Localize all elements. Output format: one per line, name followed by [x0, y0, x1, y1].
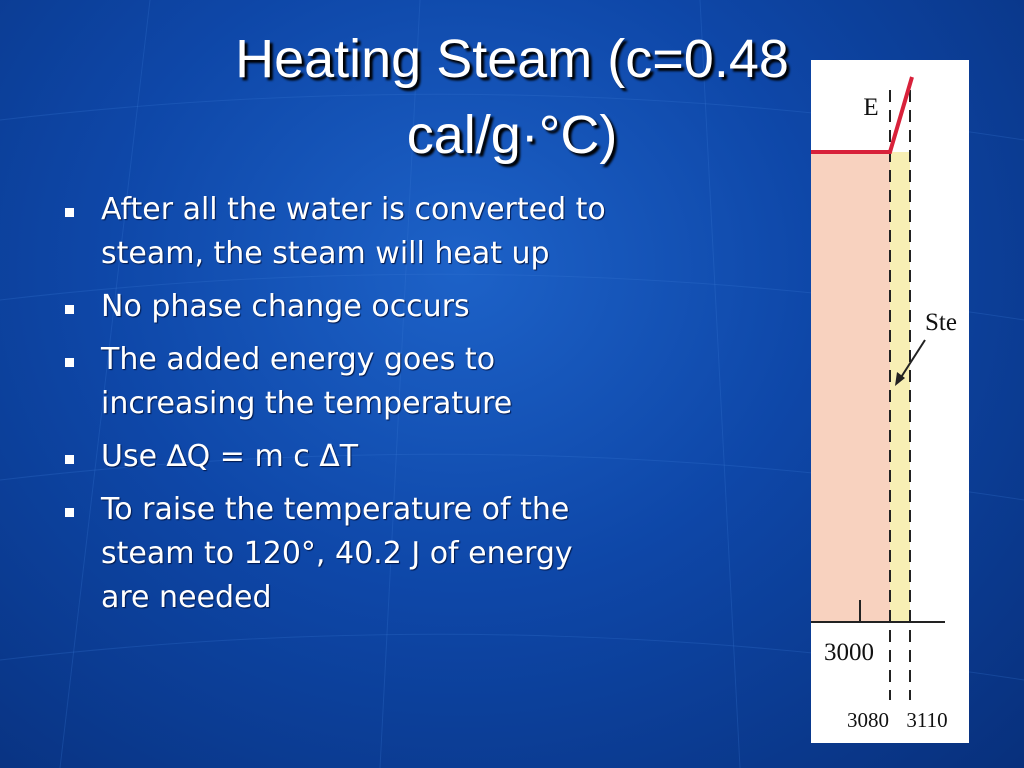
- bullet: The added energy goes to increasing the …: [62, 338, 622, 426]
- bullet: No phase change occurs: [62, 285, 622, 329]
- dashed-lines: [889, 90, 911, 700]
- arrow: [897, 339, 926, 383]
- phase-region: [811, 152, 890, 622]
- bullet: To raise the temperature of the steam to…: [62, 488, 622, 620]
- title-line: Heating Steam (c=0.48: [235, 29, 789, 89]
- bullet-list: After all the water is converted to stea…: [62, 188, 622, 629]
- axis-label: 3000: [824, 639, 874, 666]
- title-line: cal/g·°C): [406, 105, 618, 165]
- bullet: After all the water is converted to stea…: [62, 188, 622, 276]
- steam-region: [890, 152, 910, 622]
- heating-curve: [811, 76, 914, 154]
- axis-label: 3080: [847, 708, 889, 732]
- arrow-label: Ste: [925, 309, 957, 336]
- region-label: E: [863, 94, 878, 121]
- bullet: Use ∆Q = m c ΔT: [62, 435, 622, 479]
- arrow-head: [895, 372, 905, 386]
- figure: E Ste 3000 3080 3110: [811, 60, 969, 743]
- axis-label: 3110: [906, 708, 947, 732]
